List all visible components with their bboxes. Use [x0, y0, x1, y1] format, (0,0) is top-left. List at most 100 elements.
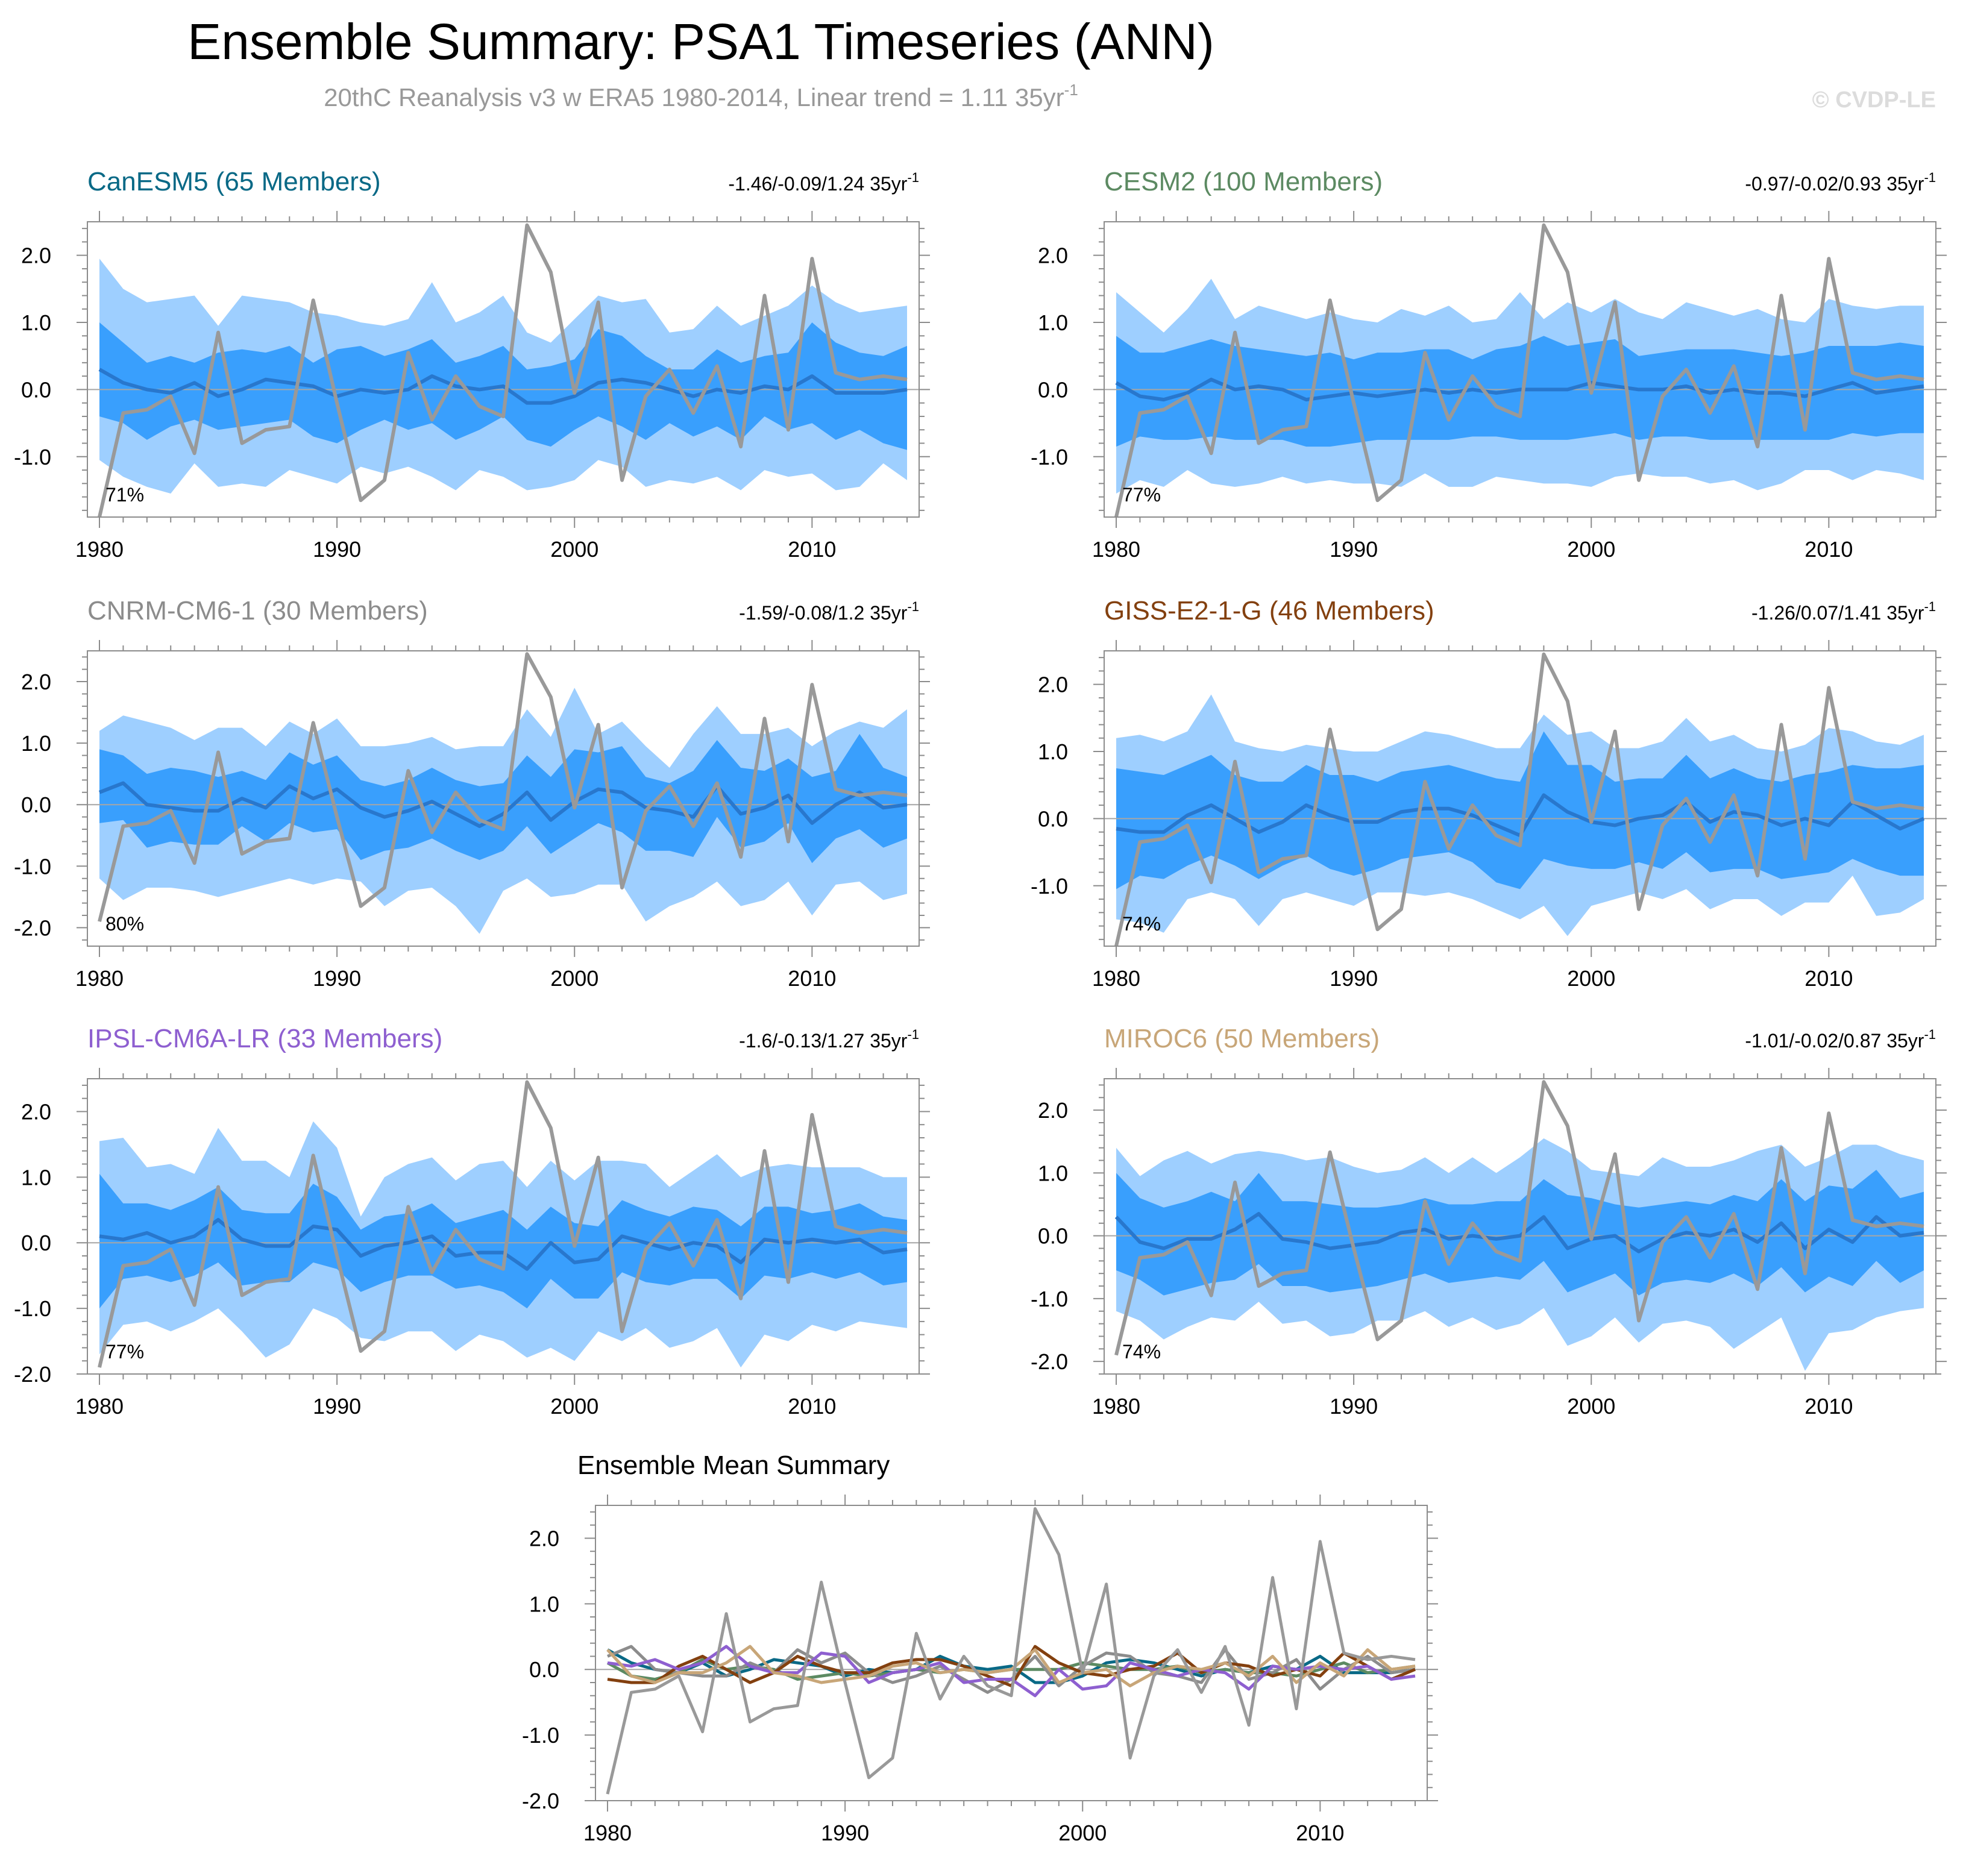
x-tick-label: 2000	[1567, 1394, 1615, 1419]
observed-line	[1114, 652, 1924, 946]
y-tick-label: 0.0	[1038, 1224, 1068, 1249]
y-tick-label: 2.0	[1038, 243, 1068, 268]
plot-area	[87, 1080, 919, 1368]
y-tick-label: -1.0	[1031, 874, 1068, 899]
plot-area	[1104, 223, 1936, 517]
y-tick-label: 1.0	[21, 1165, 51, 1190]
y-tick-label: 0.0	[21, 1231, 51, 1255]
observed-line	[1114, 223, 1924, 517]
trend-value: -1.01/-0.02/0.87 35yr	[1745, 1030, 1924, 1052]
trend-label: -1.6/-0.13/1.27 35yr-1	[739, 1027, 919, 1052]
x-tick-label: 2010	[788, 966, 836, 991]
observed-line	[98, 223, 908, 517]
y-tick-label: 1.0	[21, 310, 51, 335]
trend-exponent: -1	[1924, 599, 1936, 614]
x-tick-label: 2000	[1567, 966, 1615, 991]
x-tick-label: 1990	[313, 966, 361, 991]
watermark: © CVDP-LE	[1812, 87, 1936, 113]
ensemble-mean-line	[1114, 1212, 1924, 1253]
x-tick-label: 2010	[1804, 537, 1853, 562]
percent-label: 74%	[1122, 1341, 1161, 1363]
panel-title: CNRM-CM6-1 (30 Members)	[87, 596, 428, 626]
figure-subtitle-exponent: -1	[1064, 81, 1078, 99]
plot-area	[87, 223, 919, 517]
panels: CanESM5 (65 Members) -1.46/-0.09/1.24 35y…	[14, 167, 1947, 1845]
trend-value: -0.97/-0.02/0.93 35yr	[1745, 173, 1924, 195]
y-tick-label: 1.0	[1038, 310, 1068, 335]
y-tick-label: 2.0	[1038, 673, 1068, 697]
x-tick-label: 1980	[75, 1394, 124, 1419]
x-tick-label: 1980	[75, 966, 124, 991]
y-tick-label: 0.0	[21, 377, 51, 402]
inner-spread-band	[99, 733, 907, 864]
y-tick-label: 2.0	[529, 1526, 559, 1551]
x-tick-label: 2000	[550, 1394, 598, 1419]
series-line-miroc6	[606, 1645, 1416, 1687]
trend-label: -0.97/-0.02/0.93 35yr-1	[1745, 170, 1936, 195]
y-tick-label: -1.0	[1031, 445, 1068, 469]
x-tick-label: 1990	[821, 1821, 869, 1845]
x-tick-label: 2010	[1804, 966, 1853, 991]
y-tick-label: 2.0	[21, 243, 51, 268]
ensemble-mean-line	[98, 781, 908, 828]
ensemble-mean-line	[1115, 377, 1924, 402]
x-tick-label: 2000	[550, 966, 598, 991]
y-tick-label: 2.0	[21, 670, 51, 694]
series-line-observations	[606, 1507, 1416, 1795]
panel-title: Ensemble Mean Summary	[577, 1451, 890, 1480]
plot-area	[595, 1507, 1427, 1795]
panel-7: Ensemble Mean Summary 1980 1990 2000 2010 2.0…	[522, 1451, 1438, 1845]
panel-1: CanESM5 (65 Members) -1.46/-0.09/1.24 35y…	[14, 167, 930, 562]
x-tick-label: 2010	[1804, 1394, 1853, 1419]
y-tick-label: -2.0	[1031, 1349, 1068, 1374]
x-tick-label: 1980	[1092, 1394, 1140, 1419]
percent-label: 74%	[1122, 913, 1161, 935]
y-tick-label: 1.0	[21, 731, 51, 756]
plot-area	[1104, 1080, 1936, 1371]
x-tick-label: 1980	[583, 1821, 632, 1845]
percent-label: 77%	[1122, 484, 1161, 506]
panel-6: MIROC6 (50 Members) -1.01/-0.02/0.87 35yr…	[1031, 1024, 1947, 1419]
y-tick-label: -1.0	[14, 1296, 51, 1321]
inner-spread-band	[99, 1173, 907, 1309]
percent-label: 80%	[105, 913, 144, 935]
y-tick-label: 0.0	[21, 792, 51, 817]
inner-spread-band	[1116, 731, 1924, 889]
x-tick-label: 1980	[1092, 537, 1140, 562]
panel-title: IPSL-CM6A-LR (33 Members)	[87, 1024, 442, 1053]
panel-3: CNRM-CM6-1 (30 Members) -1.59/-0.08/1.2 3…	[14, 596, 930, 991]
observed-line	[98, 1080, 908, 1368]
y-tick-label: -2.0	[522, 1789, 559, 1813]
percent-label: 71%	[105, 484, 144, 506]
y-tick-label: 0.0	[1038, 377, 1068, 402]
trend-label: -1.59/-0.08/1.2 35yr-1	[739, 599, 919, 624]
y-tick-label: 0.0	[529, 1657, 559, 1682]
y-tick-label: 2.0	[21, 1099, 51, 1124]
x-tick-label: 1990	[313, 537, 361, 562]
y-tick-label: 0.0	[1038, 806, 1068, 831]
figure-subtitle-text: 20thC Reanalysis v3 w ERA5 1980-2014, Li…	[324, 83, 1064, 111]
plot-area	[87, 652, 919, 934]
figure-subtitle: 20thC Reanalysis v3 w ERA5 1980-2014, Li…	[324, 81, 1078, 111]
panel-2: CESM2 (100 Members) -0.97/-0.02/0.93 35yr…	[1031, 167, 1947, 562]
trend-exponent: -1	[1924, 170, 1936, 185]
x-tick-label: 1990	[1330, 966, 1378, 991]
y-tick-label: -1.0	[1031, 1287, 1068, 1311]
trend-exponent: -1	[907, 170, 919, 185]
x-tick-label: 1990	[1330, 1394, 1378, 1419]
trend-value: -1.26/0.07/1.41 35yr	[1751, 602, 1924, 624]
y-tick-label: -2.0	[14, 915, 51, 940]
x-tick-label: 2000	[550, 537, 598, 562]
y-tick-label: -1.0	[14, 445, 51, 469]
panel-title: GISS-E2-1-G (46 Members)	[1104, 596, 1434, 626]
ensemble-mean-line	[99, 1218, 908, 1271]
y-tick-label: 2.0	[1038, 1098, 1068, 1123]
panel-4: GISS-E2-1-G (46 Members) -1.26/0.07/1.41 …	[1031, 596, 1947, 991]
panel-title: MIROC6 (50 Members)	[1104, 1024, 1380, 1053]
x-tick-label: 2000	[1058, 1821, 1107, 1845]
panel-title: CanESM5 (65 Members)	[87, 167, 381, 196]
plot-frame	[595, 1505, 1428, 1801]
y-tick-label: -2.0	[14, 1362, 51, 1387]
y-tick-label: -1.0	[522, 1723, 559, 1748]
